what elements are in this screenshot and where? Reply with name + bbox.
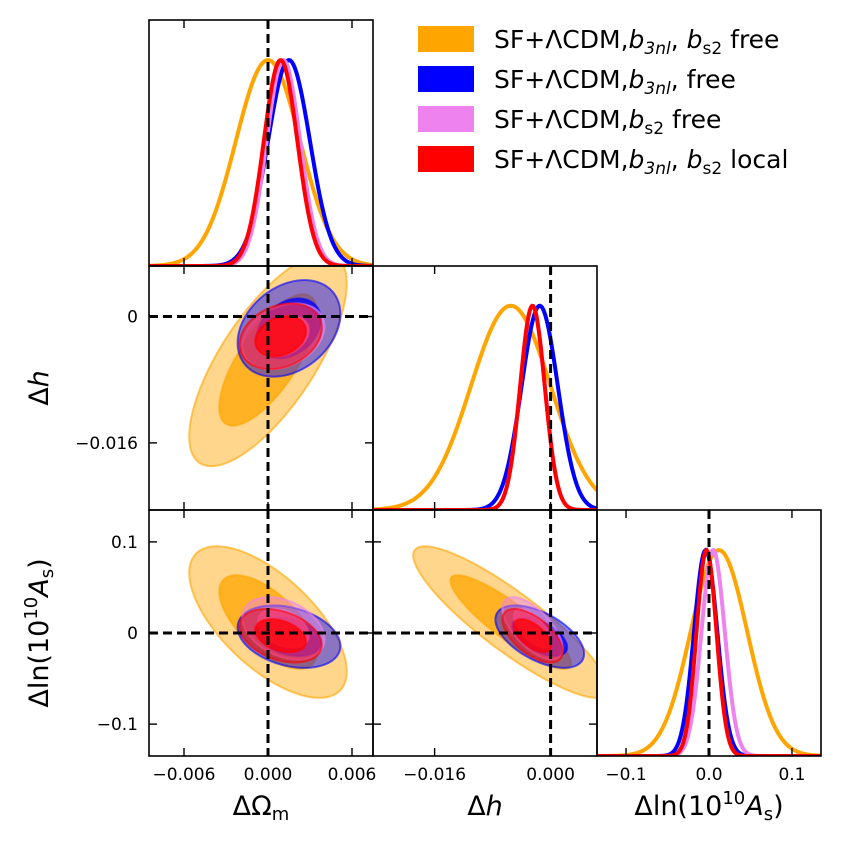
y-axis-label-h: Δh: [24, 370, 55, 406]
y-tick-label: 0: [127, 624, 138, 644]
legend-swatch: [418, 146, 474, 172]
legend: SF+ΛCDM,b3nl, bs2 free SF+ΛCDM,b3nl, free…: [418, 25, 788, 179]
legend-label: SF+ΛCDM,b3nl, bs2 free: [494, 25, 779, 59]
panel-h-vs-Om: [149, 266, 373, 510]
panels-layer: [149, 20, 821, 756]
y-tick-label: 0.1: [111, 533, 138, 553]
panel-As-vs-h: [373, 510, 597, 756]
panel-As-vs-Om: [149, 510, 373, 756]
x-axis-label-omega-m: ΔΩm: [233, 791, 290, 825]
x-tick-label: −0.006: [153, 765, 216, 785]
marginal-curve-series-2: [373, 303, 597, 510]
panel-marginal-Om: [149, 20, 373, 266]
marginal-curve-series-0: [373, 303, 597, 510]
marginal-curve-series-1: [373, 303, 597, 510]
panel-marginal-As: [597, 510, 821, 756]
contour-68-series-3: [512, 618, 553, 654]
legend-label: SF+ΛCDM,b3nl, bs2 local: [494, 145, 788, 179]
marginal-curve-series-3: [149, 58, 373, 266]
marginal-curve-series-0: [149, 58, 373, 266]
x-tick-label: 0.0: [695, 765, 722, 785]
x-tick-label: 0.000: [526, 765, 575, 785]
legend-swatch: [418, 26, 474, 52]
y-tick-label: −0.1: [97, 715, 138, 735]
y-axis-label-as: Δln(1010As): [21, 558, 58, 707]
legend-label: SF+ΛCDM,b3nl, free: [494, 65, 736, 99]
x-tick-label: −0.016: [403, 765, 466, 785]
y-tick-label: −0.016: [75, 434, 138, 454]
marginal-curve-series-3: [373, 303, 597, 510]
legend-label: SF+ΛCDM,bs2 free: [494, 105, 721, 139]
x-tick-label: 0.1: [778, 765, 805, 785]
legend-swatch: [418, 106, 474, 132]
panel-marginal-h: [373, 266, 597, 510]
x-axis-label-as: Δln(1010As): [634, 788, 783, 825]
y-tick-label: 0: [127, 308, 138, 328]
x-tick-label: 0.006: [328, 765, 377, 785]
legend-swatch: [418, 66, 474, 92]
panel-frame-0-0: [148, 19, 374, 267]
x-tick-label: 0.000: [244, 765, 293, 785]
x-axis-label-h: Δh: [467, 791, 503, 822]
ticks-layer: −0.006 0.000 0.006 −0.016 0.000 −0.1 0.0 0.1 −0.…: [75, 20, 805, 785]
x-tick-label: −0.1: [605, 765, 646, 785]
panel-frame-1-1: [372, 265, 598, 511]
